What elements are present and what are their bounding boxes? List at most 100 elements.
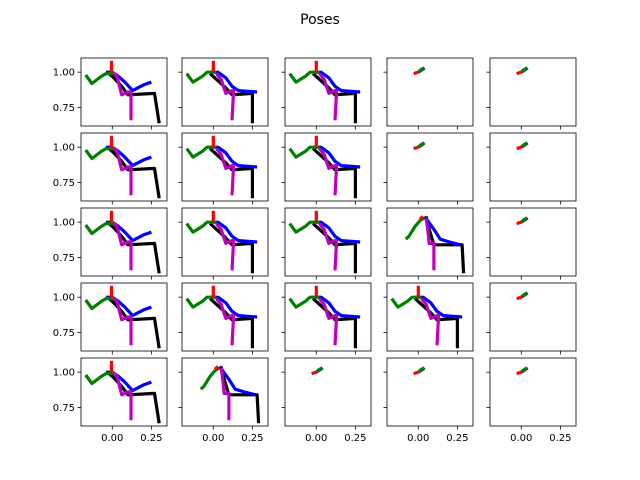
pose-lines <box>288 60 361 124</box>
series-blue <box>210 145 258 169</box>
pose-lines <box>84 210 161 274</box>
series-blue <box>415 295 463 319</box>
axes-frame <box>386 357 474 427</box>
pose-lines <box>516 366 529 376</box>
pose-lines <box>199 365 261 424</box>
series-blue <box>210 220 258 244</box>
series-red <box>516 70 522 76</box>
y-tick-label: 1.00 <box>53 143 75 154</box>
series-green <box>199 366 221 391</box>
series-magenta <box>318 222 339 271</box>
series-green <box>417 141 426 149</box>
axes-frame <box>80 57 168 127</box>
y-tick-label: 1.00 <box>53 68 75 79</box>
series-green <box>84 147 114 161</box>
series-magenta <box>111 296 133 346</box>
y-tick-label: 0.75 <box>53 403 75 414</box>
pose-lines <box>84 285 161 349</box>
series-magenta <box>219 367 231 421</box>
pose-lines <box>516 141 529 151</box>
panel-r4-c5 <box>486 282 577 355</box>
axes-frame <box>386 57 474 127</box>
series-magenta <box>215 222 236 271</box>
y-tick-label: 0.75 <box>53 253 75 264</box>
series-magenta <box>420 297 441 346</box>
panel-r1-c5 <box>486 57 577 130</box>
panel-r2-c1: 1.00 0.75 <box>53 132 168 205</box>
axes-frame <box>181 207 269 277</box>
pose-lines <box>413 366 426 376</box>
series-green <box>417 366 426 374</box>
series-magenta <box>215 297 236 346</box>
panel-r5-c3: 0.00 0.25 <box>281 357 372 444</box>
axes-frame <box>284 207 372 277</box>
axes-frame <box>284 132 372 202</box>
x-tick-label: 0.00 <box>305 433 327 444</box>
series-red <box>516 220 522 226</box>
axes-frame <box>386 282 474 352</box>
panel-r5-c2: 0.00 0.25 <box>178 357 269 444</box>
x-tick-label: 0.25 <box>549 433 571 444</box>
axes-frame <box>489 282 577 352</box>
series-green <box>404 216 426 241</box>
panel-r3-c4 <box>383 207 474 280</box>
pose-lines <box>288 285 361 349</box>
panel-r2-c3 <box>281 132 372 205</box>
series-green <box>84 297 114 311</box>
series-red <box>413 145 419 151</box>
series-magenta <box>318 147 339 196</box>
y-tick-label: 1.00 <box>53 293 75 304</box>
pose-lines <box>185 285 258 349</box>
y-tick-label: 1.00 <box>53 368 75 379</box>
figure-title: Poses <box>300 12 340 28</box>
pose-lines <box>185 60 258 124</box>
series-blue <box>313 70 361 94</box>
series-blue <box>218 365 256 397</box>
axes-frame <box>181 282 269 352</box>
panel-r3-c2 <box>178 207 269 280</box>
panel-r1-c2 <box>178 57 269 130</box>
panel-grid: 1.00 0.75 1.00 0.75 1.00 0.75 1.00 0.75 1.00 0.75… <box>53 57 577 444</box>
pose-lines <box>413 141 426 151</box>
x-tick-label: 0.00 <box>202 433 224 444</box>
series-green <box>520 366 529 374</box>
series-green <box>520 216 529 224</box>
axes-frame <box>181 132 269 202</box>
axes-frame <box>80 132 168 202</box>
x-tick-label: 0.25 <box>140 433 162 444</box>
axes-frame <box>80 357 168 427</box>
series-green <box>520 141 529 149</box>
series-blue <box>423 215 461 247</box>
y-tick-label: 1.00 <box>53 218 75 229</box>
series-red <box>516 295 522 301</box>
x-tick-label: 0.00 <box>510 433 532 444</box>
panel-r2-c2 <box>178 132 269 205</box>
pose-lines <box>311 366 324 376</box>
panel-r2-c5 <box>486 132 577 205</box>
panel-r5-c5: 0.00 0.25 <box>486 357 577 444</box>
y-tick-label: 0.75 <box>53 328 75 339</box>
series-magenta <box>318 72 339 121</box>
pose-lines <box>288 210 361 274</box>
pose-lines <box>84 360 161 424</box>
series-red <box>213 365 220 371</box>
panel-r3-c1: 1.00 0.75 <box>53 207 168 280</box>
pose-lines <box>404 215 466 274</box>
series-magenta <box>111 146 133 196</box>
axes-frame <box>489 357 577 427</box>
axes-frame <box>181 57 269 127</box>
series-green <box>520 66 529 74</box>
series-black <box>106 371 161 424</box>
x-tick-label: 0.25 <box>344 433 366 444</box>
series-red <box>413 70 419 76</box>
panel-r5-c1: 1.00 0.75 0.00 0.25 <box>53 357 168 444</box>
pose-lines <box>413 66 426 76</box>
series-green <box>520 291 529 299</box>
series-blue <box>313 220 361 244</box>
panel-r1-c3 <box>281 57 372 130</box>
series-blue <box>313 295 361 319</box>
panel-r1-c4 <box>383 57 474 130</box>
series-magenta <box>215 72 236 121</box>
pose-lines <box>185 210 258 274</box>
